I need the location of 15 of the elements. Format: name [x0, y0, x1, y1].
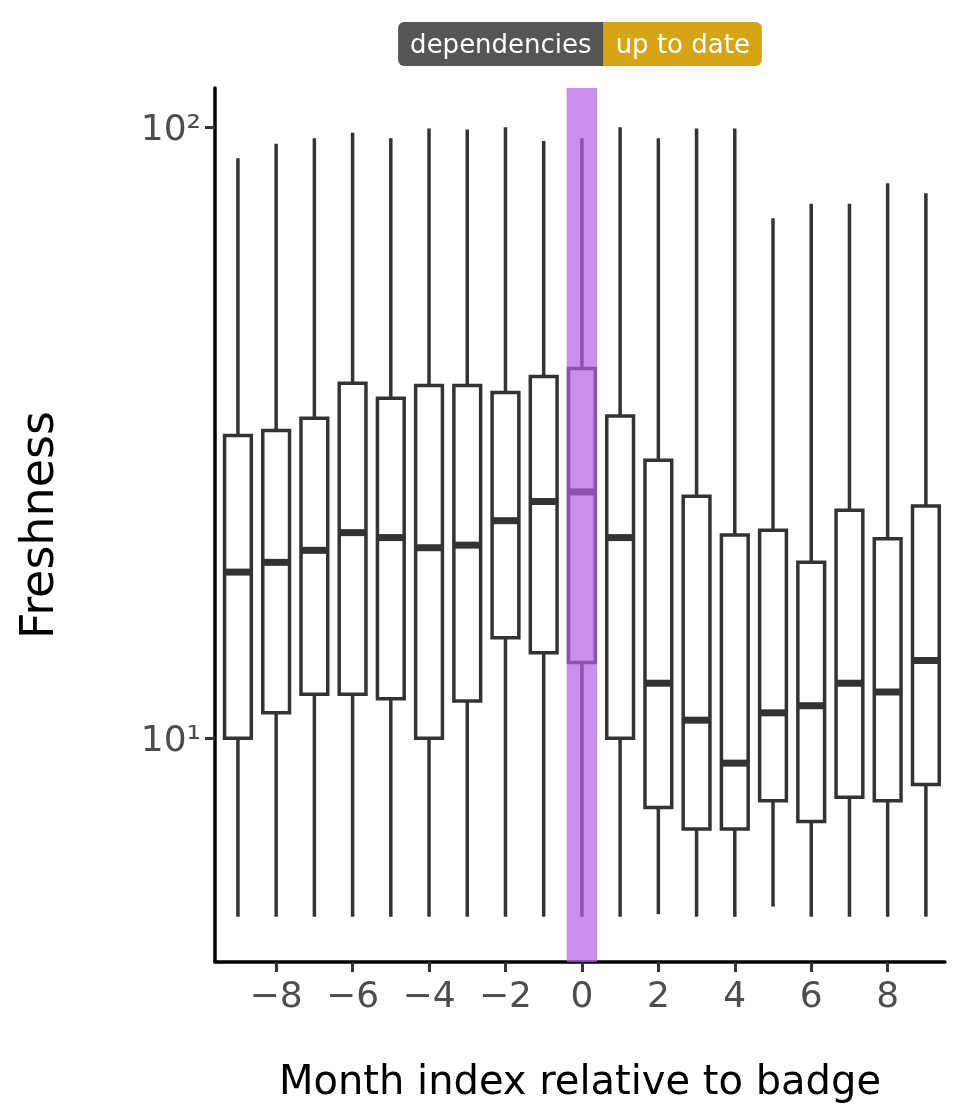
text: up to date: [615, 29, 750, 59]
x-tick-label: 6: [799, 973, 823, 1015]
x-tick-label: −4: [402, 973, 456, 1015]
x-tick-label: 0: [570, 973, 594, 1015]
x-tick-label: −8: [249, 973, 303, 1015]
x-tick-label: 4: [723, 973, 747, 1015]
x-tick-label: −6: [326, 973, 380, 1015]
x-tick-label: 8: [876, 973, 900, 1015]
x-tick-label: 2: [646, 973, 670, 1015]
y-tick-label: 10¹: [140, 717, 201, 759]
text: dependencies: [410, 29, 592, 59]
y-tick-label: 10²: [140, 106, 201, 148]
x-tick-label: −2: [478, 973, 533, 1015]
x-axis-title: Month index relative to badge: [279, 1057, 881, 1103]
y-axis-title: Freshness: [10, 411, 64, 639]
